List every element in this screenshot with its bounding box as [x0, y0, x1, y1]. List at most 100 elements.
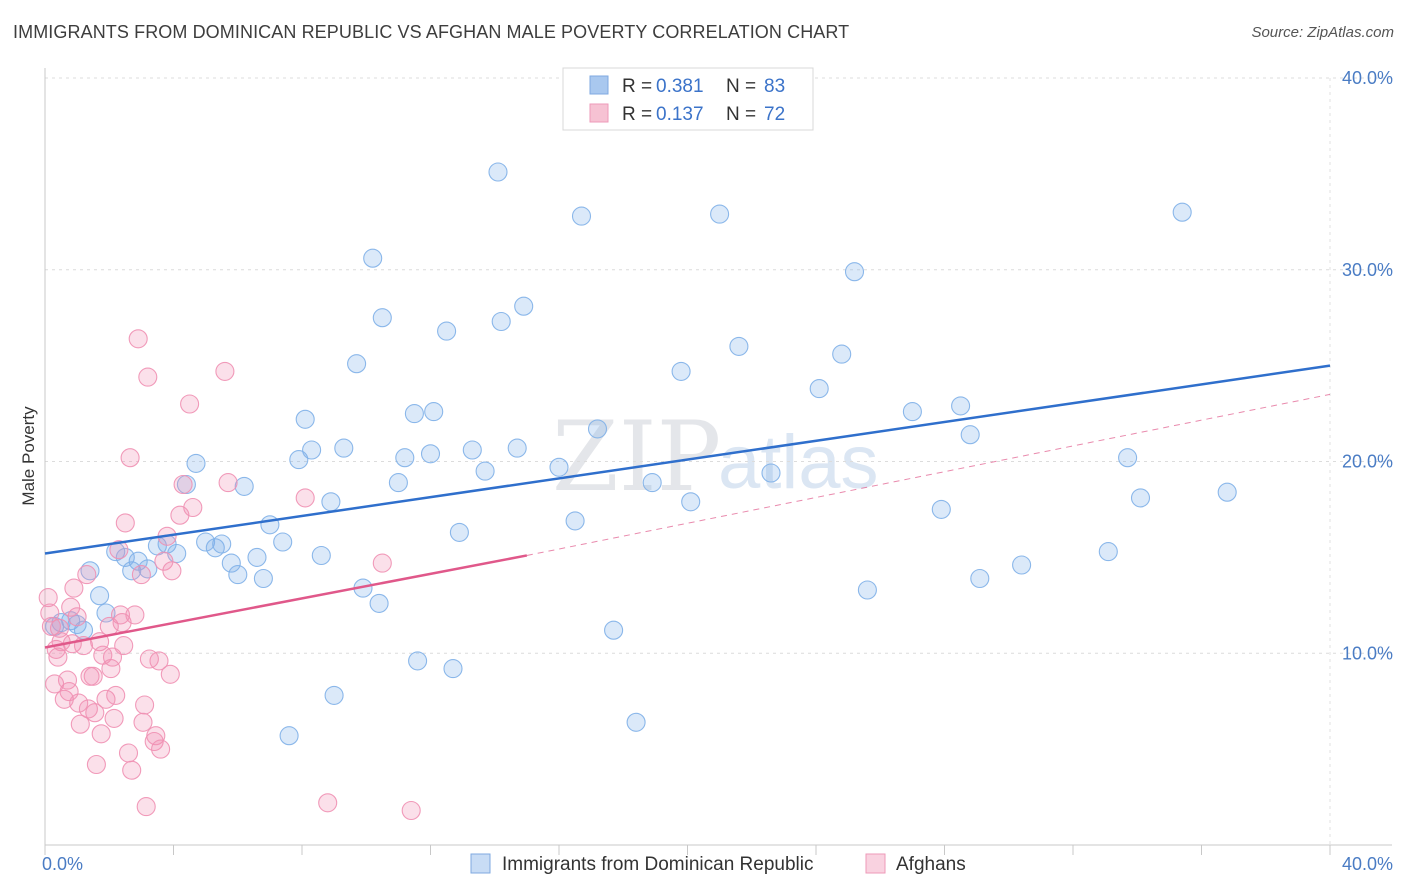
dominican-point-42: [395, 448, 415, 468]
watermark-atlas: atlas: [718, 420, 879, 505]
stats-legend: R = 0.381 N = 83 R = 0.137 N = 72: [562, 67, 814, 131]
afghan-point-33: [109, 540, 129, 560]
dominican-point-52: [488, 162, 508, 182]
afghan-point-44: [133, 712, 153, 732]
afghan-point-16: [70, 714, 90, 734]
dominican-point-33: [321, 492, 341, 512]
afghan-point-48: [139, 649, 159, 669]
dominican-point-53: [491, 311, 511, 332]
watermark-zip: ZIP: [552, 401, 721, 513]
dominican-point-50: [462, 440, 482, 460]
dominican-point-28: [279, 726, 299, 746]
afghan-point-66: [401, 800, 421, 821]
afghan-point-11: [61, 597, 81, 617]
dominican-point-72: [902, 402, 922, 422]
trend-line-dominican: [44, 364, 1331, 555]
afghan-point-23: [86, 754, 106, 775]
afghan-point-46: [136, 797, 156, 817]
afghan-point-15: [69, 693, 89, 713]
dominican-point-54: [507, 438, 527, 458]
dominican-point-71: [857, 580, 877, 600]
dominican-point-68: [809, 379, 829, 399]
series-legend: Immigrants from Dominican Republic Afgha…: [470, 853, 966, 875]
dominican-point-35: [334, 438, 354, 458]
dominican-point-73: [931, 499, 951, 519]
dominican-point-32: [311, 545, 331, 566]
stats-n-value-2: 72: [764, 104, 785, 125]
dominican-point-39: [369, 593, 389, 613]
dominican-point-74: [951, 396, 971, 416]
dominican-point-58: [571, 206, 592, 226]
y-tick-label-3: 40.0%: [1342, 68, 1393, 88]
dominican-point-75: [960, 425, 980, 445]
afghan-point-27: [96, 689, 116, 709]
dominican-point-51: [475, 461, 495, 481]
dominican-point-27: [273, 532, 293, 552]
trend-lines: [44, 364, 1331, 649]
afghan-point-55: [160, 664, 180, 684]
chart-source: Source: ZipAtlas.com: [1251, 24, 1394, 41]
dominican-point-61: [626, 712, 646, 732]
afghan-point-30: [102, 647, 123, 667]
dominican-point-25: [253, 568, 273, 589]
dominican-point-78: [1098, 542, 1118, 562]
dominican-point-60: [604, 620, 624, 640]
dominican-point-65: [710, 204, 730, 224]
y-tick-label-0: 10.0%: [1342, 643, 1393, 663]
dominican-point-59: [587, 419, 608, 439]
dominican-point-76: [970, 568, 990, 589]
afghan-point-59: [180, 394, 200, 414]
dominican-point-45: [420, 444, 441, 464]
dominican-point-55: [514, 296, 534, 316]
dominican-point-10: [122, 561, 142, 581]
dominican-point-20: [212, 534, 232, 554]
y-tick-label-2: 30.0%: [1342, 260, 1393, 280]
dominican-point-70: [844, 262, 865, 282]
dominican-point-22: [228, 565, 248, 585]
dominican-point-49: [449, 522, 469, 542]
dominican-point-77: [1012, 555, 1032, 575]
afghan-point-22: [85, 703, 105, 723]
stats-swatch-dominican: [589, 75, 609, 95]
dominican-point-69: [832, 344, 852, 364]
y-axis-label: Male Poverty: [19, 406, 38, 506]
dominican-point-81: [1172, 202, 1192, 222]
dominican-point-6: [90, 586, 110, 606]
afghan-point-41: [125, 605, 145, 625]
afghan-point-65: [372, 553, 392, 573]
dominican-point-67: [761, 463, 781, 483]
afghan-point-31: [104, 708, 124, 728]
series-afghan-points: [38, 329, 421, 821]
dominican-point-36: [347, 354, 367, 374]
afghan-point-42: [128, 329, 148, 349]
dominican-point-44: [408, 651, 428, 671]
legend-label-dominican: Immigrants from Dominican Republic: [502, 854, 814, 875]
afghan-point-32: [106, 685, 126, 705]
afghan-point-25: [91, 724, 111, 744]
dominican-point-80: [1130, 488, 1151, 508]
stats-n-label-2: N =: [726, 104, 756, 125]
afghan-point-36: [114, 636, 134, 656]
dominican-point-66: [729, 336, 749, 356]
chart-title: IMMIGRANTS FROM DOMINICAN REPUBLIC VS AF…: [13, 22, 850, 42]
dominican-point-41: [388, 473, 408, 493]
dominican-point-31: [302, 440, 322, 460]
dominican-point-47: [437, 321, 457, 341]
stats-r-label-2: R =: [622, 104, 652, 125]
stats-swatch-afghan: [589, 103, 609, 123]
trend-line-afghan-extension: [526, 393, 1331, 556]
dominican-point-56: [549, 457, 569, 477]
dominican-point-38: [363, 248, 383, 268]
y-tick-label-1: 20.0%: [1342, 452, 1393, 472]
dominican-point-46: [424, 402, 444, 422]
dominican-point-18: [196, 532, 216, 552]
afghan-point-5: [48, 647, 68, 667]
dominican-point-23: [234, 476, 254, 496]
dominican-point-30: [295, 409, 315, 429]
dominican-point-63: [671, 361, 691, 381]
legend-swatch-dominican: [470, 853, 491, 874]
legend-label-afghan: Afghans: [896, 854, 966, 875]
dominican-point-64: [681, 492, 701, 512]
dominican-point-48: [443, 659, 463, 679]
afghan-point-60: [183, 497, 203, 518]
